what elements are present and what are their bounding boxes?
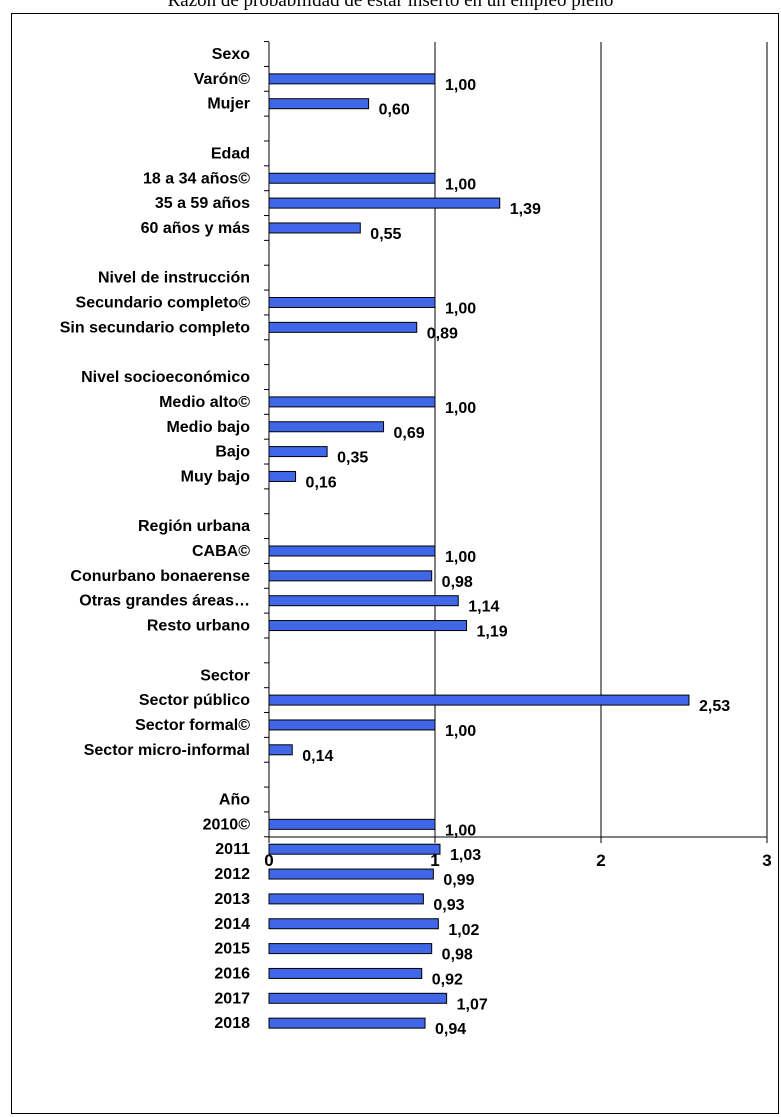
bar — [268, 545, 436, 557]
bar — [268, 818, 436, 830]
bar-chart: Sexo Varón© 1,00 Mujer 0,60 Edad 18 a 34 años©… — [60, 41, 772, 1038]
bar — [268, 943, 433, 955]
value-label: 1,00 — [445, 723, 476, 740]
value-label: 1,02 — [448, 922, 479, 939]
bar — [268, 421, 385, 433]
category-label: 18 a 34 años© — [143, 170, 250, 187]
category-label: CABA© — [192, 543, 250, 560]
bar — [268, 197, 501, 209]
value-label: 1,19 — [477, 624, 508, 641]
value-label: 0,16 — [306, 474, 337, 491]
value-label: 0,35 — [337, 450, 368, 467]
value-label: 0,98 — [442, 574, 473, 591]
value-label: 0,98 — [442, 947, 473, 964]
value-label: 0,14 — [302, 748, 333, 765]
bar — [268, 893, 424, 905]
value-label: 0,92 — [432, 971, 463, 988]
value-label: 1,00 — [445, 301, 476, 318]
bar — [268, 222, 361, 234]
bar — [268, 918, 439, 930]
value-label: 0,55 — [370, 226, 401, 243]
category-label: Medio alto© — [159, 394, 250, 411]
category-label: 2014 — [214, 916, 250, 933]
value-label: 2,53 — [699, 698, 730, 715]
bar — [268, 570, 433, 582]
value-label: 0,60 — [379, 102, 410, 119]
category-label: 2018 — [214, 1015, 250, 1032]
bar — [268, 843, 441, 855]
bar — [268, 868, 434, 880]
value-label: 1,00 — [445, 549, 476, 566]
chart-frame: Sexo Varón© 1,00 Mujer 0,60 Edad 18 a 34 años©… — [11, 13, 779, 1114]
bar — [268, 744, 293, 756]
bar — [268, 967, 423, 979]
bar — [268, 321, 418, 333]
category-label: 2013 — [214, 891, 250, 908]
category-label: Muy bajo — [181, 468, 251, 485]
bar — [268, 595, 459, 607]
value-label: 1,07 — [457, 996, 488, 1013]
value-label: 0,89 — [427, 325, 458, 342]
category-label: 60 años y más — [141, 220, 251, 237]
value-label: 1,39 — [510, 201, 541, 218]
bar — [268, 992, 448, 1004]
category-label: Otras grandes áreas… — [79, 593, 250, 610]
category-label: Mujer — [207, 96, 250, 113]
category-label: 2016 — [214, 965, 250, 982]
chart-title-text: Razón de probabilidad de estar inserto e… — [167, 0, 614, 11]
bar — [268, 172, 436, 184]
category-label: 2011 — [215, 841, 250, 858]
category-label: Conurbano bonaerense — [70, 568, 250, 585]
value-label: 0,69 — [394, 425, 425, 442]
category-label: Sector público — [139, 692, 250, 709]
value-label: 0,99 — [443, 872, 474, 889]
category-label: Medio bajo — [166, 419, 250, 436]
category-label: Secundario completo© — [76, 295, 251, 312]
category-label: Bajo — [215, 444, 250, 461]
group-label: Edad — [211, 145, 250, 162]
group-label: Año — [219, 792, 250, 809]
bar — [268, 694, 690, 706]
group-label: Nivel de instrucción — [98, 270, 250, 287]
x-tick-label: 0 — [264, 851, 273, 870]
bar — [268, 620, 468, 632]
group-label: Sector — [200, 667, 250, 684]
group-label: Sexo — [212, 46, 250, 63]
value-label: 1,00 — [445, 176, 476, 193]
group-label: Nivel socioeconómico — [81, 369, 250, 386]
category-label: Sin secundario completo — [60, 319, 250, 336]
value-label: 0,93 — [433, 897, 464, 914]
value-label: 1,03 — [450, 847, 481, 864]
value-label: 1,00 — [445, 822, 476, 839]
category-label: 2015 — [214, 941, 250, 958]
x-tick-label: 2 — [596, 851, 605, 870]
value-label: 1,00 — [445, 77, 476, 94]
chart-title: Razón de probabilidad de estar inserto e… — [0, 0, 781, 12]
bar — [268, 470, 297, 482]
bar — [268, 396, 436, 408]
bar — [268, 446, 328, 458]
bar — [268, 98, 370, 110]
x-tick-label: 3 — [762, 851, 771, 870]
category-label: Varón© — [194, 71, 250, 88]
category-label: Resto urbano — [147, 618, 250, 635]
category-label: 2012 — [214, 866, 250, 883]
bar — [268, 297, 436, 308]
category-label: 2017 — [214, 990, 250, 1007]
x-tick-label: 1 — [430, 851, 439, 870]
category-label: 35 a 59 años — [155, 195, 250, 212]
bar — [268, 1017, 426, 1029]
value-label: 1,14 — [468, 599, 499, 616]
group-label: Región urbana — [138, 518, 250, 535]
value-label: 0,94 — [435, 1021, 466, 1038]
category-label: Sector formal© — [135, 717, 250, 734]
bar — [268, 73, 436, 85]
value-label: 1,00 — [445, 400, 476, 417]
category-label: Sector micro-informal — [84, 742, 250, 759]
category-label: 2010© — [203, 816, 251, 833]
bar — [268, 719, 436, 731]
